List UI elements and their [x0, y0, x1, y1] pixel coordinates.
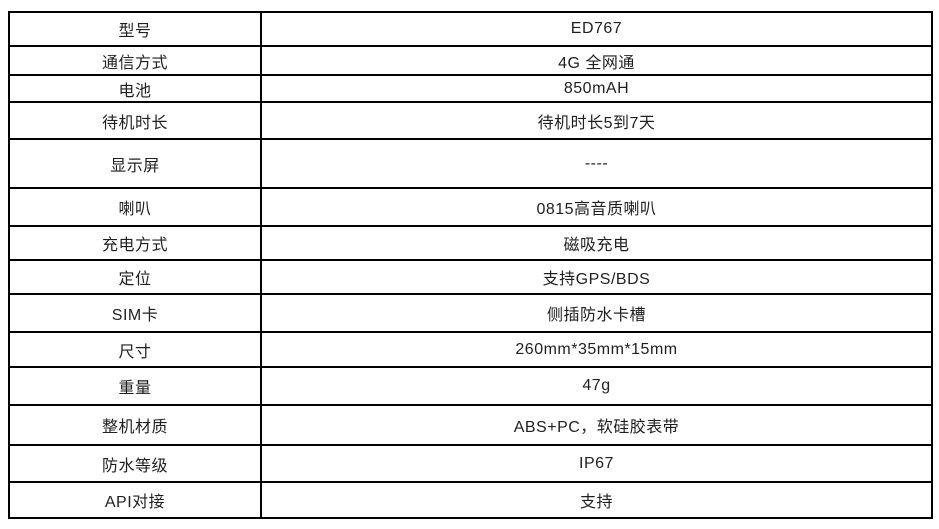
spec-table: 型号 ED767 通信方式 4G 全网通 电池 850mAH 待机时长 待机时长… — [8, 11, 933, 519]
spec-value-cell: 支持 — [260, 481, 933, 519]
table-row: 喇叭 0815高音质喇叭 — [8, 187, 933, 227]
spec-label-cell: 电池 — [8, 74, 262, 103]
spec-value-cell: IP67 — [260, 444, 933, 483]
spec-label-cell: 型号 — [8, 11, 262, 47]
spec-value-cell: 磁吸充电 — [260, 225, 933, 261]
spec-value-cell: 侧插防水卡槽 — [260, 293, 933, 333]
spec-value-cell: 支持GPS/BDS — [260, 259, 933, 295]
table-row: 定位 支持GPS/BDS — [8, 259, 933, 295]
table-row: API对接 支持 — [8, 481, 933, 519]
spec-label-cell: 防水等级 — [8, 444, 262, 483]
spec-value-cell: 850mAH — [260, 74, 933, 103]
table-row: 电池 850mAH — [8, 74, 933, 103]
table-row: 型号 ED767 — [8, 11, 933, 47]
spec-value-cell: ABS+PC，软硅胶表带 — [260, 404, 933, 446]
table-row: 重量 47g — [8, 366, 933, 406]
spec-label-cell: 显示屏 — [8, 138, 262, 189]
spec-label-cell: SIM卡 — [8, 293, 262, 333]
spec-label-cell: 定位 — [8, 259, 262, 295]
table-row: 防水等级 IP67 — [8, 444, 933, 483]
spec-label-cell: 整机材质 — [8, 404, 262, 446]
spec-label-cell: 尺寸 — [8, 331, 262, 368]
spec-value-cell: 260mm*35mm*15mm — [260, 331, 933, 368]
spec-label-cell: 待机时长 — [8, 101, 262, 140]
table-row: SIM卡 侧插防水卡槽 — [8, 293, 933, 333]
table-row: 充电方式 磁吸充电 — [8, 225, 933, 261]
spec-label-cell: 喇叭 — [8, 187, 262, 227]
spec-value-cell: ED767 — [260, 11, 933, 47]
spec-value-cell: 待机时长5到7天 — [260, 101, 933, 140]
table-row: 显示屏 ---- — [8, 138, 933, 189]
spec-value-cell: 4G 全网通 — [260, 45, 933, 76]
spec-label-cell: 重量 — [8, 366, 262, 406]
table-row: 整机材质 ABS+PC，软硅胶表带 — [8, 404, 933, 446]
table-row: 待机时长 待机时长5到7天 — [8, 101, 933, 140]
spec-label-cell: 充电方式 — [8, 225, 262, 261]
spec-label-cell: 通信方式 — [8, 45, 262, 76]
table-row: 尺寸 260mm*35mm*15mm — [8, 331, 933, 368]
spec-value-cell: ---- — [260, 138, 933, 189]
spec-value-cell: 0815高音质喇叭 — [260, 187, 933, 227]
spec-label-cell: API对接 — [8, 481, 262, 519]
table-row: 通信方式 4G 全网通 — [8, 45, 933, 76]
spec-value-cell: 47g — [260, 366, 933, 406]
